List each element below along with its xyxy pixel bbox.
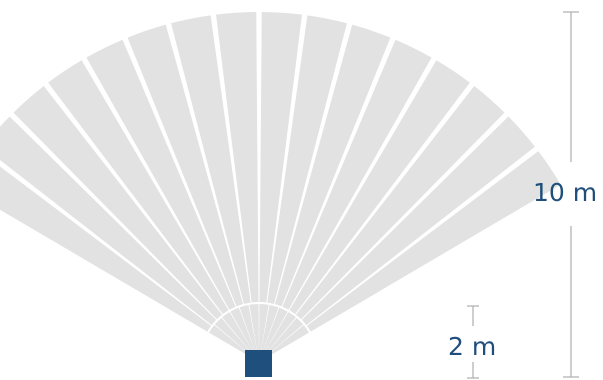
near-range-label: 2 m bbox=[448, 332, 497, 361]
far-zone-beam bbox=[0, 116, 217, 326]
far-zone-beam bbox=[171, 15, 251, 304]
far-detection-zone bbox=[0, 12, 561, 332]
far-range-label: 10 m bbox=[533, 178, 598, 207]
far-zone-beam bbox=[216, 12, 259, 303]
far-range-dimension bbox=[563, 11, 579, 378]
far-zone-beam bbox=[295, 86, 505, 320]
far-zone-beam bbox=[86, 39, 236, 310]
far-zone-beam bbox=[301, 116, 535, 326]
far-zone-beam bbox=[48, 60, 229, 315]
near-zone-segment bbox=[239, 304, 259, 362]
far-zone-beam bbox=[13, 86, 223, 320]
far-zone-beam bbox=[282, 39, 432, 310]
far-zone-beam bbox=[306, 151, 561, 332]
far-zone-beam bbox=[0, 166, 212, 332]
far-zone-beam bbox=[127, 24, 244, 307]
sensor-icon bbox=[245, 350, 272, 377]
near-zone-segment bbox=[222, 311, 259, 362]
near-zone-segment bbox=[259, 304, 269, 362]
far-zone-beam bbox=[259, 12, 302, 303]
far-zone-beam bbox=[289, 60, 470, 315]
near-zone-segment bbox=[230, 307, 259, 362]
far-zone-beam bbox=[267, 15, 347, 304]
near-zone-segment bbox=[259, 311, 296, 362]
near-range-dimension bbox=[467, 305, 479, 379]
near-zone-segment bbox=[249, 304, 259, 362]
far-zone-beam bbox=[274, 24, 391, 307]
near-zone-segment bbox=[259, 304, 279, 362]
near-zone-segment bbox=[259, 307, 288, 362]
